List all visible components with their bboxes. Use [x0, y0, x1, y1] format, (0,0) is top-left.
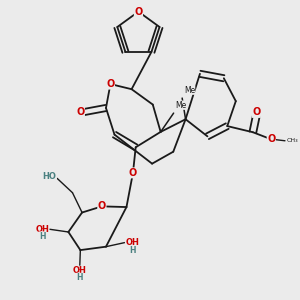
Text: O: O	[106, 79, 115, 89]
Text: O: O	[252, 107, 260, 117]
Text: Me: Me	[175, 101, 187, 110]
Text: O: O	[98, 201, 106, 212]
Text: H: H	[39, 232, 45, 241]
Text: OH: OH	[73, 266, 87, 275]
Text: O: O	[129, 168, 137, 178]
Text: O: O	[76, 107, 85, 117]
Text: OH: OH	[125, 238, 139, 247]
Text: OH: OH	[35, 225, 49, 234]
Text: HO: HO	[43, 172, 56, 181]
Text: H: H	[129, 246, 136, 255]
Text: O: O	[267, 134, 275, 144]
Text: H: H	[76, 273, 83, 282]
Text: CH₃: CH₃	[287, 138, 298, 143]
Text: Me: Me	[184, 86, 195, 95]
Text: O: O	[134, 7, 142, 16]
